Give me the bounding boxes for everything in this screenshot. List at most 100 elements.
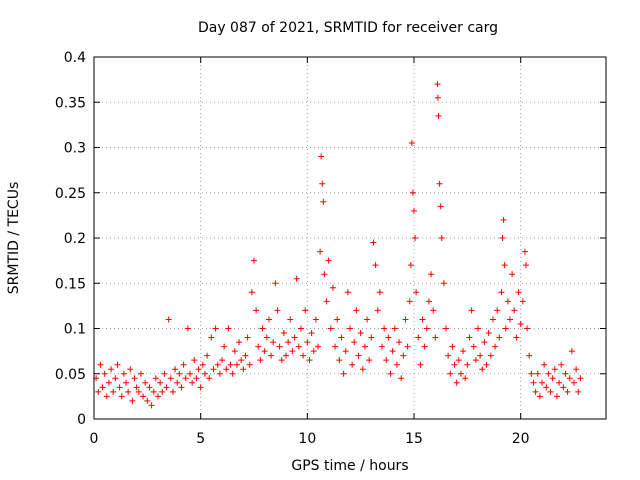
y-tick-label: 0.1: [64, 322, 86, 338]
data-point: [408, 139, 415, 146]
data-point: [385, 334, 392, 341]
x-axis-label: GPS time / hours: [291, 458, 408, 474]
data-point: [110, 388, 117, 395]
data-point: [120, 370, 127, 377]
data-point: [421, 343, 428, 350]
data-point: [494, 307, 501, 314]
data-point: [511, 307, 518, 314]
data-point: [398, 375, 405, 382]
data-point: [407, 262, 414, 269]
data-point: [499, 235, 506, 241]
data-point: [409, 189, 416, 196]
data-point: [317, 248, 324, 255]
data-point: [347, 325, 353, 332]
y-tick-label: 0.15: [55, 276, 86, 292]
data-point: [556, 379, 563, 386]
data-point: [406, 298, 413, 305]
data-point: [140, 393, 147, 400]
data-point: [551, 366, 558, 373]
data-point: [223, 366, 230, 373]
data-point: [229, 370, 236, 377]
data-point: [485, 330, 492, 337]
data-point: [306, 357, 313, 364]
data-point: [236, 339, 243, 346]
data-point: [417, 361, 424, 368]
data-point: [321, 271, 328, 278]
data-point: [268, 352, 275, 359]
data-point: [483, 361, 490, 368]
data-point: [428, 271, 435, 278]
data-point: [545, 370, 552, 377]
data-point: [184, 325, 191, 332]
data-point: [242, 352, 249, 359]
data-point: [304, 339, 311, 346]
data-point: [438, 235, 445, 241]
data-point: [105, 379, 112, 386]
data-point: [564, 388, 571, 395]
data-point: [524, 325, 531, 332]
data-point: [504, 298, 511, 305]
data-point: [368, 334, 375, 341]
data-point: [206, 375, 213, 382]
data-point: [372, 262, 379, 269]
data-point: [261, 348, 268, 355]
data-point: [259, 325, 266, 332]
data-point: [227, 361, 234, 368]
data-point: [133, 384, 140, 391]
data-point: [148, 402, 155, 409]
data-point: [489, 316, 496, 323]
data-point: [528, 370, 535, 377]
data-point: [112, 375, 119, 382]
data-point: [340, 370, 347, 377]
data-point: [278, 357, 285, 364]
data-point: [291, 334, 298, 341]
data-point: [315, 343, 321, 350]
data-point: [402, 316, 409, 323]
data-point: [197, 384, 204, 391]
data-point: [435, 112, 442, 119]
data-point: [443, 325, 449, 332]
data-point: [412, 235, 419, 241]
data-point: [432, 334, 439, 341]
data-point: [445, 352, 452, 359]
data-point: [129, 397, 136, 404]
data-point: [568, 348, 575, 355]
data-point: [451, 361, 458, 368]
data-point: [523, 262, 529, 269]
data-point: [114, 361, 121, 368]
data-point: [161, 370, 168, 377]
data-point: [150, 388, 157, 395]
data-point: [536, 393, 543, 400]
data-point: [189, 379, 196, 386]
data-point: [562, 370, 569, 377]
data-point: [515, 289, 522, 296]
data-point: [487, 352, 494, 359]
data-point: [336, 357, 343, 364]
x-axis-ticks: 0 5 10 15 20: [90, 57, 530, 447]
data-point: [246, 361, 253, 368]
data-point: [353, 307, 360, 314]
data-point: [285, 339, 292, 346]
data-point: [210, 366, 217, 373]
data-point: [547, 388, 554, 395]
data-point: [534, 370, 541, 377]
data-point: [95, 388, 102, 395]
data-point: [221, 343, 228, 350]
data-point: [519, 298, 526, 305]
data-point: [101, 370, 108, 377]
data-point: [357, 330, 364, 337]
data-point: [404, 343, 411, 350]
data-point: [248, 289, 255, 296]
data-point: [125, 388, 132, 395]
data-point: [187, 370, 193, 377]
data-point: [231, 348, 238, 355]
data-point: [381, 325, 388, 332]
data-point: [103, 393, 110, 400]
data-point: [553, 393, 560, 400]
data-point: [383, 357, 390, 364]
y-tick-label: 0: [77, 412, 86, 428]
data-point: [323, 298, 330, 305]
y-tick-label: 0.2: [64, 231, 86, 247]
data-point: [146, 384, 153, 391]
data-point: [560, 384, 567, 391]
